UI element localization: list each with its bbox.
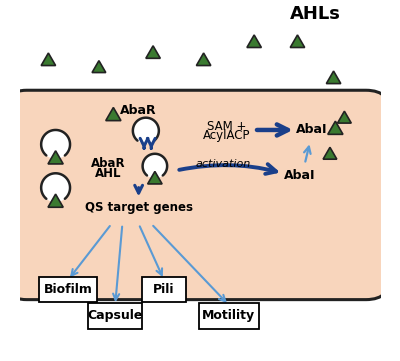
- Polygon shape: [328, 121, 343, 134]
- Circle shape: [41, 130, 70, 159]
- Text: QS target genes: QS target genes: [85, 201, 193, 214]
- Polygon shape: [338, 111, 351, 123]
- FancyBboxPatch shape: [88, 303, 142, 329]
- Text: Pili: Pili: [153, 283, 175, 296]
- Text: Capsule: Capsule: [88, 309, 143, 322]
- Text: Biofilm: Biofilm: [44, 283, 93, 296]
- Polygon shape: [92, 61, 106, 73]
- Text: SAM +: SAM +: [207, 120, 247, 133]
- FancyBboxPatch shape: [2, 90, 391, 300]
- Polygon shape: [196, 53, 211, 66]
- Circle shape: [41, 173, 70, 202]
- Text: activation: activation: [196, 159, 251, 169]
- Polygon shape: [247, 35, 261, 48]
- Text: AHLs: AHLs: [290, 5, 341, 23]
- Polygon shape: [326, 71, 341, 84]
- FancyBboxPatch shape: [142, 277, 186, 302]
- Text: AbaI: AbaI: [296, 123, 328, 136]
- FancyBboxPatch shape: [199, 303, 259, 329]
- Text: AcylACP: AcylACP: [203, 129, 251, 142]
- Circle shape: [133, 118, 159, 144]
- FancyBboxPatch shape: [39, 277, 97, 302]
- Text: AHL: AHL: [95, 167, 121, 180]
- Circle shape: [143, 154, 167, 178]
- Polygon shape: [290, 35, 305, 48]
- Polygon shape: [41, 53, 56, 66]
- Text: AbaR: AbaR: [91, 157, 125, 170]
- Text: AbaI: AbaI: [284, 169, 315, 182]
- Polygon shape: [148, 171, 162, 184]
- Polygon shape: [146, 46, 160, 58]
- Polygon shape: [48, 194, 63, 207]
- Text: AbaR: AbaR: [120, 104, 157, 117]
- Text: Motility: Motility: [202, 309, 256, 322]
- Polygon shape: [323, 147, 337, 159]
- Polygon shape: [48, 151, 63, 164]
- Polygon shape: [106, 108, 121, 121]
